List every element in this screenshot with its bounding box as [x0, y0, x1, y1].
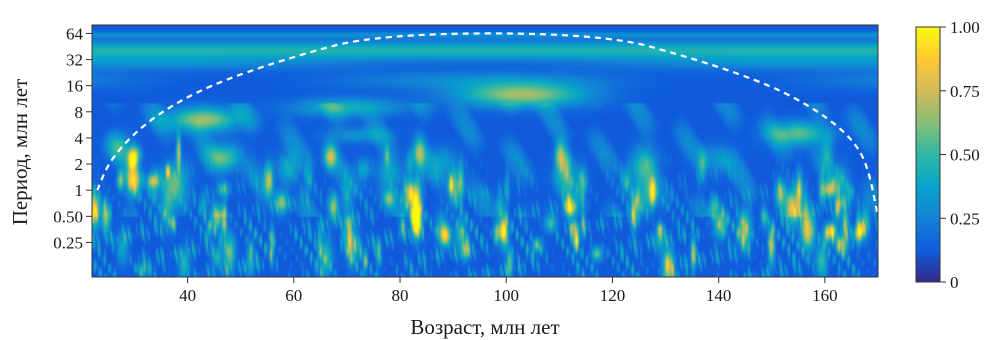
y-axis: 0.25 0.50 1 2 4 8 16 32 64 [53, 24, 92, 252]
x-tick-label: 120 [600, 286, 626, 305]
y-tick-label: 4 [75, 129, 84, 148]
cone-of-influence [96, 32, 878, 217]
y-tick-label: 2 [75, 155, 84, 174]
wavelet-power-heatmap [92, 25, 878, 277]
x-tick-label: 40 [179, 286, 196, 305]
y-tick-label: 0.50 [53, 207, 83, 226]
y-tick-label: 32 [66, 51, 83, 70]
x-tick-label: 140 [706, 286, 732, 305]
y-tick-label: 16 [66, 77, 83, 96]
y-tick-label: 1 [75, 181, 84, 200]
colorbar-axis: 0 0.25 0.50 0.75 1.00 [940, 18, 980, 292]
y-tick-label: 8 [75, 103, 84, 122]
colorbar-tick-label: 0.25 [950, 209, 980, 228]
colorbar-tick-label: 0.75 [950, 82, 980, 101]
x-tick-label: 80 [392, 286, 409, 305]
heatmap-plot-area [92, 25, 878, 277]
y-tick-label: 0.25 [53, 233, 83, 252]
colorbar-tick-label: 1.00 [950, 18, 980, 37]
plot-frame [91, 24, 879, 278]
x-axis: 40 60 80 100 120 140 160 [179, 277, 838, 305]
x-tick-label: 100 [493, 286, 519, 305]
y-tick-label: 64 [66, 24, 84, 43]
colorbar-tick-label: 0 [950, 273, 959, 292]
y-axis-label: Период, млн лет [8, 79, 32, 226]
x-tick-label: 60 [285, 286, 302, 305]
x-tick-label: 160 [812, 286, 838, 305]
x-axis-label: Возраст, млн лет [410, 315, 559, 339]
colorbar [915, 26, 941, 283]
colorbar-tick-label: 0.50 [950, 146, 980, 165]
